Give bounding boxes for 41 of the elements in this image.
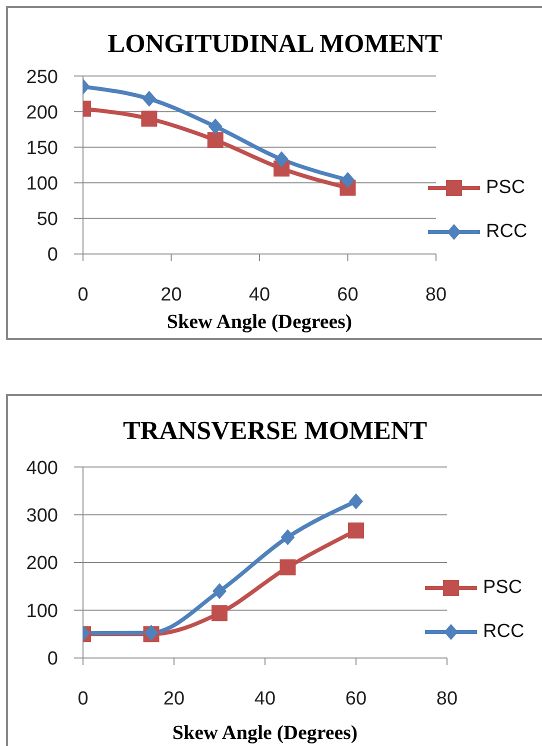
x-tick-label: 20 [160, 284, 182, 306]
y-tick-label: 300 [26, 505, 58, 526]
y-tick-label: 0 [47, 244, 58, 266]
point [340, 172, 355, 188]
y-tick-label: 200 [26, 102, 58, 124]
point [207, 132, 224, 148]
y-tick-label: 250 [26, 66, 58, 88]
point [280, 529, 295, 546]
point [280, 559, 296, 576]
x-tick-label: 80 [436, 688, 458, 710]
x-axis-title: Skew Angle (Degrees) [171, 721, 359, 745]
x-tick-label: 0 [78, 284, 88, 306]
y-tick-label: 150 [26, 138, 58, 159]
point [208, 118, 222, 135]
x-tick-label: 40 [254, 688, 276, 710]
legend-label: PSC [483, 577, 522, 599]
y-tick-label: 100 [26, 600, 58, 622]
chart-title: TRANSVERSE MOMENT [122, 416, 428, 446]
point [349, 493, 363, 510]
x-tick-label: 60 [337, 284, 358, 306]
y-tick-label: 100 [26, 174, 58, 195]
x-tick-label: 20 [163, 688, 185, 710]
legend-label: RCC [486, 221, 528, 243]
point [142, 90, 156, 107]
x-tick-label: 80 [425, 284, 447, 306]
legend-label: RCC [483, 621, 524, 643]
y-tick-label: 200 [26, 553, 58, 574]
point [274, 151, 289, 168]
point [348, 522, 364, 539]
chart-title: LONGITUDINAL MOMENT [106, 29, 444, 59]
point [212, 605, 228, 622]
point [141, 110, 158, 127]
x-tick-label: 60 [345, 688, 367, 710]
x-tick-label: 40 [248, 284, 270, 306]
y-tick-label: 400 [26, 458, 58, 479]
y-tick-label: 50 [36, 209, 58, 230]
legend-label: PSC [486, 177, 526, 199]
x-tick-label: 0 [78, 688, 88, 710]
point [212, 583, 226, 600]
y-tick-label: 0 [47, 648, 58, 670]
x-axis-title: Skew Angle (Degrees) [166, 310, 354, 334]
